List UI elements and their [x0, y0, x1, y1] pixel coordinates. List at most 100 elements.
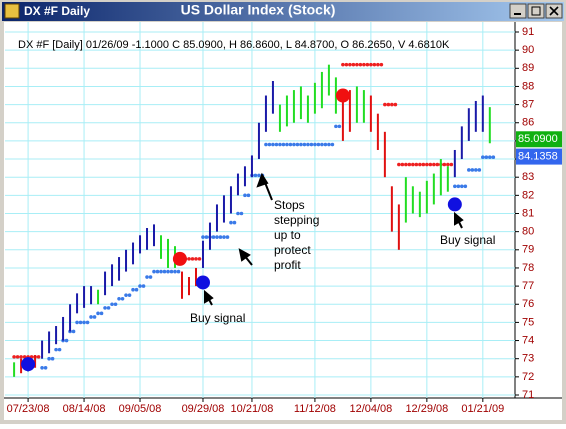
y-tick-label: 89	[522, 62, 534, 74]
stop-dot	[89, 315, 93, 319]
price-label: 84.1358	[518, 150, 558, 162]
stop-dot	[120, 297, 125, 301]
x-tick-label: 01/21/09	[461, 403, 504, 415]
stop-dot	[404, 162, 408, 167]
y-tick-label: 82	[522, 189, 534, 201]
stop-dot	[257, 173, 261, 178]
y-tick-label: 78	[522, 262, 534, 274]
stop-dot	[383, 102, 387, 107]
stop-dot	[288, 142, 293, 147]
stop-dot	[201, 235, 205, 239]
stop-dot	[222, 235, 226, 239]
stop-dot	[124, 293, 128, 297]
sell-signal	[172, 251, 187, 266]
stop-dot	[15, 355, 20, 359]
stop-dot	[425, 162, 429, 167]
annotation: up to	[274, 228, 301, 242]
stop-dot	[169, 269, 174, 274]
stop-dot	[463, 184, 468, 189]
stop-dot	[173, 269, 177, 274]
chart-area	[4, 22, 562, 420]
stop-dot	[428, 162, 433, 167]
stop-dot	[148, 275, 153, 279]
arrow-head	[256, 172, 269, 188]
y-tick-label: 71	[522, 389, 534, 401]
stop-dot	[379, 62, 384, 67]
stop-dot	[344, 62, 349, 67]
y-tick-label: 86	[522, 117, 534, 129]
stop-dot	[253, 173, 258, 178]
stop-dot	[390, 102, 394, 107]
stop-dot	[152, 269, 156, 274]
arrow-head	[454, 211, 464, 226]
window-buttons	[509, 3, 563, 19]
annotation: Stops	[274, 198, 305, 212]
stop-dot	[411, 162, 415, 167]
stop-dot	[449, 162, 454, 167]
stop-dot	[54, 347, 58, 352]
stop-dot	[211, 235, 216, 239]
stop-dot	[64, 338, 69, 343]
annotation: profit	[274, 258, 301, 272]
buy-signal	[195, 275, 210, 290]
x-tick-label: 12/04/08	[349, 403, 392, 415]
stop-dot	[113, 302, 118, 307]
stop-dot	[103, 306, 107, 310]
stop-dot	[365, 62, 370, 67]
info-line: DX #F [Daily] 01/26/09 -1.1000 C 85.0900…	[18, 39, 450, 51]
buy-signal	[21, 357, 36, 372]
stop-dot	[190, 257, 195, 261]
stop-dot	[267, 142, 272, 147]
stop-dot	[456, 184, 461, 189]
stop-dot	[141, 284, 146, 288]
stop-dot	[145, 275, 149, 279]
stop-dot	[323, 142, 328, 147]
stop-dot	[47, 356, 51, 361]
y-tick-label: 87	[522, 99, 534, 111]
stop-dot	[477, 168, 482, 172]
marks	[12, 62, 496, 377]
stop-dot	[299, 142, 303, 147]
stop-dot	[302, 142, 307, 147]
maximize-button[interactable]	[527, 3, 545, 19]
stop-dot	[134, 287, 139, 292]
stop-dot	[82, 320, 86, 325]
stop-dot	[246, 193, 251, 198]
stop-dot	[446, 162, 450, 167]
stop-dot	[313, 142, 317, 147]
y-tick-label: 83	[522, 171, 534, 183]
stop-dot	[481, 155, 485, 160]
stop-dot	[432, 162, 436, 167]
x-tick-label: 10/21/08	[231, 403, 274, 415]
stop-dot	[285, 142, 289, 147]
stop-dot	[271, 142, 275, 147]
y-tick-label: 80	[522, 226, 534, 238]
stop-dot	[50, 356, 55, 361]
stop-dot	[229, 220, 233, 225]
stop-dot	[176, 269, 181, 274]
stop-dot	[414, 162, 419, 167]
window-label: DX #F Daily	[24, 4, 90, 18]
stop-dot	[397, 162, 401, 167]
minimize-button[interactable]	[509, 3, 527, 19]
stop-dot	[355, 62, 359, 67]
price-label: 85.0900	[518, 133, 558, 145]
stop-dot	[327, 142, 331, 147]
stop-dot	[491, 155, 496, 160]
grid	[5, 22, 519, 402]
y-tick-label: 79	[522, 244, 534, 256]
stop-dot	[110, 302, 114, 307]
window-icon[interactable]	[4, 3, 20, 19]
stop-dot	[117, 297, 121, 301]
x-tick-label: 09/29/08	[182, 403, 225, 415]
stop-dot	[337, 124, 342, 129]
stop-dot	[376, 62, 380, 67]
x-tick-label: 08/14/08	[63, 403, 106, 415]
stop-dot	[407, 162, 412, 167]
arrow-head	[204, 289, 214, 304]
stop-dot	[393, 102, 398, 107]
y-tick-label: 74	[522, 334, 534, 346]
y-tick-label: 88	[522, 80, 534, 92]
stop-dot	[292, 142, 296, 147]
